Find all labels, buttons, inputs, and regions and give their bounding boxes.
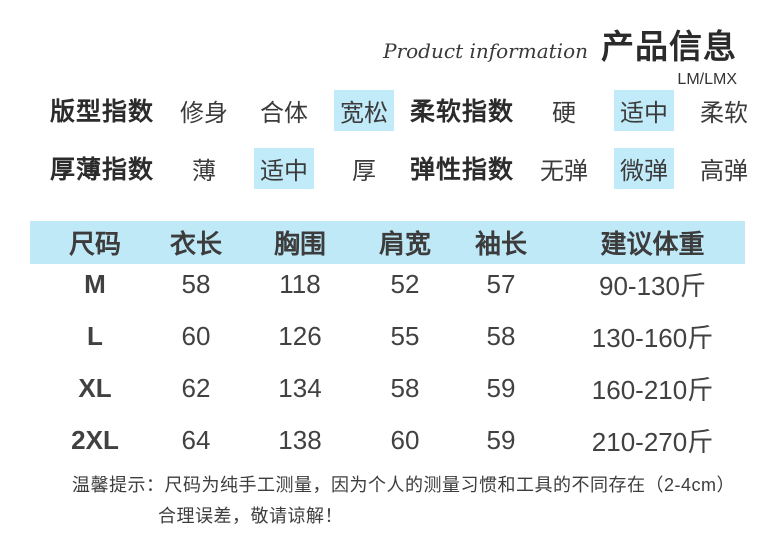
cell-bust: 118 <box>279 268 321 299</box>
cell-weight: 90-130斤 <box>599 270 706 301</box>
cell-shoulder: 58 <box>390 372 420 403</box>
index-group-softness: 柔软指数 硬 适中 柔软 <box>410 89 754 131</box>
cell-bust: 138 <box>278 424 322 455</box>
cell-size: 2XL <box>71 424 119 455</box>
cell-length: 60 <box>181 320 211 351</box>
index-option-selected: 适中 <box>614 89 675 131</box>
cell-sleeve: 57 <box>486 268 516 299</box>
page-title: 产品信息 <box>601 28 737 65</box>
cell-size: M <box>84 268 106 299</box>
size-table-body: M 58 118 52 57 90-130斤 L 60 126 55 58 13… <box>30 258 745 466</box>
cell-shoulder: 60 <box>390 424 420 455</box>
column-header-sleeve: 袖长 <box>474 229 527 259</box>
cell-sleeve: 59 <box>486 372 516 403</box>
header-title-row: Product information 产品信息 <box>383 20 737 68</box>
index-option: 柔软 <box>700 99 749 127</box>
table-row: XL 62 134 58 59 160-210斤 <box>30 362 745 414</box>
index-group-thickness: 厚薄指数 薄 适中 厚 <box>50 147 410 189</box>
page-header: Product information 产品信息 LM/LMX <box>383 20 737 89</box>
index-option-selected: 宽松 <box>334 89 395 131</box>
disclaimer-line-2: 合理误差，敬请谅解！ <box>158 506 343 526</box>
cell-length: 64 <box>181 424 211 455</box>
column-header-shoulder: 肩宽 <box>378 229 431 259</box>
cell-sleeve: 58 <box>486 320 516 351</box>
index-option: 厚 <box>352 157 377 185</box>
cell-weight: 210-270斤 <box>591 426 714 457</box>
cell-length: 62 <box>181 372 211 403</box>
table-row: L 60 126 55 58 130-160斤 <box>30 310 745 362</box>
index-option: 修身 <box>180 99 229 127</box>
cell-shoulder: 52 <box>390 268 420 299</box>
index-label: 厚薄指数 <box>50 156 155 184</box>
cell-bust: 134 <box>278 372 322 403</box>
cell-length: 58 <box>181 268 211 299</box>
index-option: 高弹 <box>700 157 749 185</box>
index-option: 合体 <box>260 99 309 127</box>
cell-sleeve: 59 <box>486 424 516 455</box>
header-subtitle-en: Product information <box>383 39 588 63</box>
index-label: 柔软指数 <box>410 98 515 126</box>
cell-weight: 160-210斤 <box>591 374 714 405</box>
measurement-disclaimer: 温馨提示：尺码为纯手工测量，因为个人的测量习惯和工具的不同存在（2-4cm） 合… <box>72 470 735 532</box>
index-option-selected: 适中 <box>254 147 315 189</box>
index-group-elasticity: 弹性指数 无弹 微弹 高弹 <box>410 147 754 189</box>
column-header-bust: 胸围 <box>273 229 326 259</box>
cell-weight: 130-160斤 <box>591 322 714 353</box>
cell-shoulder: 55 <box>390 320 420 351</box>
table-row: 2XL 64 138 60 59 210-270斤 <box>30 414 745 466</box>
index-section: 版型指数 修身 合体 宽松 柔软指数 硬 适中 柔软 厚薄指数 薄 适中 厚 弹… <box>50 89 754 189</box>
index-option-selected: 微弹 <box>614 147 675 189</box>
index-group-fit: 版型指数 修身 合体 宽松 <box>50 89 410 131</box>
table-row: M 58 118 52 57 90-130斤 <box>30 258 745 310</box>
column-header-length: 衣长 <box>169 229 222 259</box>
cell-size: XL <box>78 372 112 403</box>
column-header-size: 尺码 <box>68 229 121 259</box>
index-label: 弹性指数 <box>410 156 515 184</box>
index-option: 硬 <box>552 99 577 127</box>
size-table: 尺码 衣长 胸围 肩宽 袖长 建议体重 M 58 118 52 57 90-13… <box>30 221 745 466</box>
cell-bust: 126 <box>278 320 322 351</box>
disclaimer-line-1: 温馨提示：尺码为纯手工测量，因为个人的测量习惯和工具的不同存在（2-4cm） <box>72 475 736 495</box>
size-table-header: 尺码 衣长 胸围 肩宽 袖长 建议体重 <box>30 221 745 264</box>
index-option: 无弹 <box>540 157 589 185</box>
index-option: 薄 <box>192 157 217 185</box>
column-header-weight: 建议体重 <box>600 229 705 259</box>
product-code: LM/LMX <box>677 71 737 88</box>
index-label: 版型指数 <box>50 98 155 126</box>
cell-size: L <box>87 320 103 351</box>
